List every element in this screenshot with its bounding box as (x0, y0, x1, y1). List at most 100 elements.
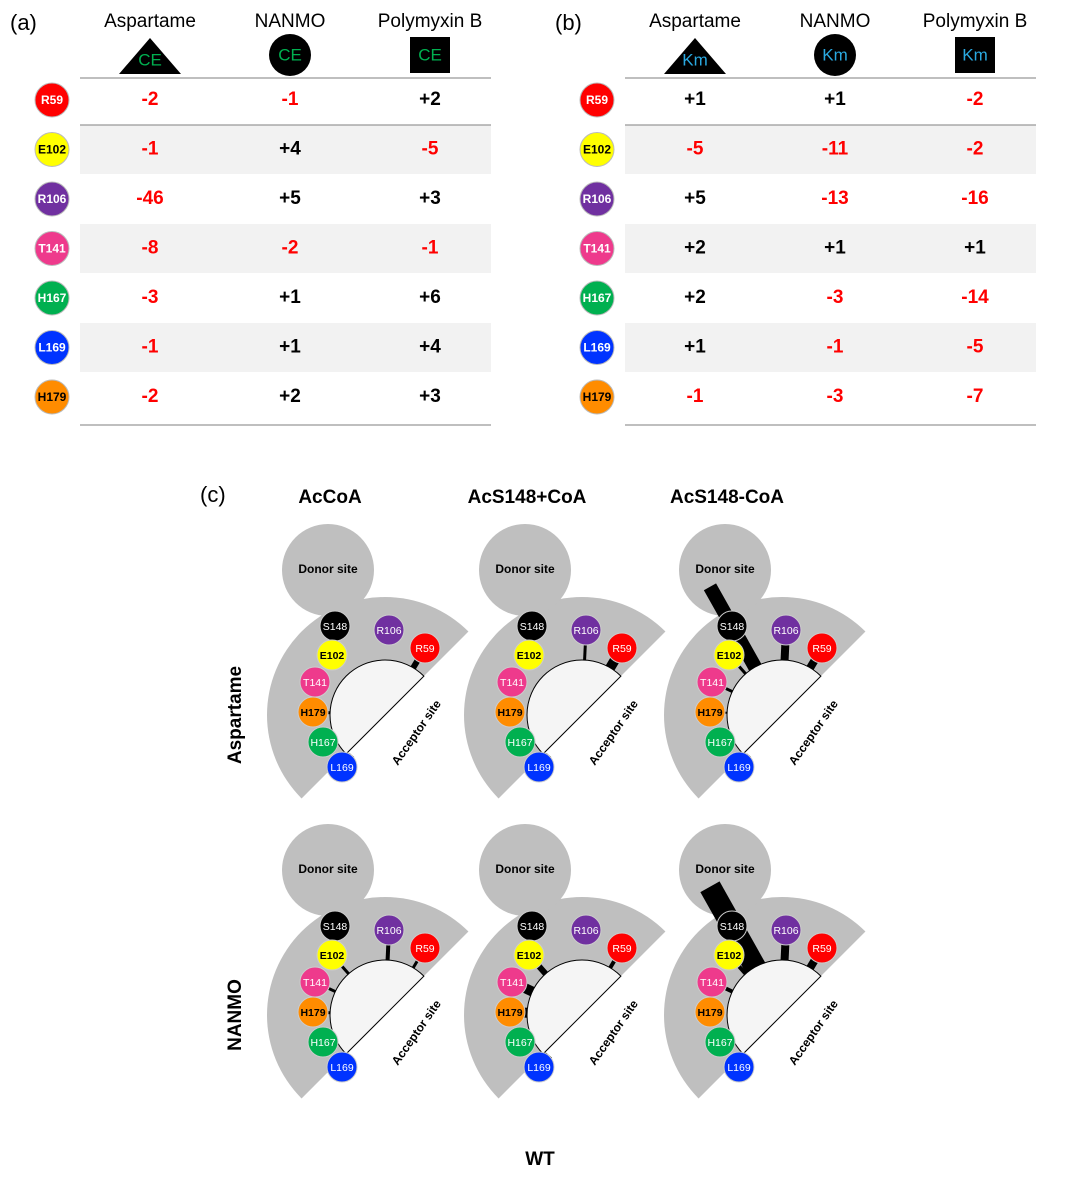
residue-label: S148 (520, 621, 545, 633)
residue-label: T141 (303, 977, 327, 989)
cell-value: +4 (419, 337, 441, 358)
residue-circle (297, 696, 329, 728)
donor-label: Donor site (695, 862, 755, 876)
cell-value: +3 (419, 386, 441, 407)
residue-label: R106 (583, 192, 612, 206)
acceptor-label: Acceptor site (786, 697, 841, 768)
cell-value: -5 (687, 139, 704, 160)
residue-label: R106 (376, 625, 401, 637)
residue-circle (579, 181, 615, 217)
residue-circle (316, 639, 348, 671)
residue-label: R59 (586, 93, 608, 107)
donor-lobe (282, 824, 374, 916)
residue-circle (606, 632, 638, 664)
column-header: Aspartame (104, 11, 196, 32)
cell-value: +4 (279, 139, 301, 160)
residue-circle (34, 82, 70, 118)
footer: WT (525, 1149, 555, 1170)
residue-label: E102 (717, 650, 742, 662)
binding-diagram: Donor site Acceptor site S148 R106 R59 E102 T1… (267, 524, 469, 799)
binding-diagram: Donor site Acceptor site S148 R106 R59 E102 T1… (463, 824, 666, 1099)
cell-value: +1 (824, 89, 846, 110)
donor-lobe (479, 524, 571, 616)
residue-label: H167 (507, 1037, 532, 1049)
icon-symbol: CE (418, 45, 442, 64)
residue-circle (704, 726, 736, 758)
cell-value: +1 (684, 337, 706, 358)
residue-circle (694, 996, 726, 1028)
residue-label: R106 (773, 625, 798, 637)
residue-circle (723, 1051, 755, 1083)
residue-label: E102 (517, 950, 542, 962)
residue-label: T141 (303, 677, 327, 689)
donor-label: Donor site (298, 862, 358, 876)
acceptor-label: Acceptor site (389, 697, 444, 768)
residue-circle (34, 330, 70, 365)
cell-value: -1 (142, 139, 159, 160)
residue-circle (523, 751, 555, 783)
residue-circle (504, 1026, 536, 1058)
residue-circle (326, 751, 358, 783)
cell-value: -11 (822, 139, 849, 160)
column-header: NANMO (255, 11, 326, 32)
column-header: Polymyxin B (378, 11, 483, 32)
residue-circle (297, 996, 329, 1028)
residue-label: E102 (320, 650, 345, 662)
cell-value: -5 (967, 337, 984, 358)
residue-label: L169 (527, 762, 551, 774)
residue-label: H167 (310, 737, 335, 749)
column-title: AcS148+CoA (468, 487, 587, 508)
residue-label: E102 (320, 950, 345, 962)
icon-symbol: CE (138, 50, 162, 69)
residue-label: H179 (300, 1007, 325, 1019)
residue-label: T141 (700, 677, 724, 689)
residue-circle (704, 1026, 736, 1058)
cell-value: +2 (279, 386, 301, 407)
residue-circle (409, 632, 441, 664)
residue-label: R59 (812, 943, 831, 955)
donor-lobe (479, 824, 571, 916)
row-shade (80, 224, 491, 273)
cell-value: -16 (961, 188, 988, 209)
residue-circle (494, 696, 526, 728)
residue-circle (34, 280, 70, 316)
residue-circle (34, 379, 70, 415)
cell-value: -13 (821, 188, 848, 209)
residue-label: R59 (812, 643, 831, 655)
residue-label: T141 (700, 977, 724, 989)
cell-value: -7 (967, 386, 984, 407)
residue-label: H179 (300, 707, 325, 719)
residue-label: R106 (38, 192, 67, 206)
residue-circle (307, 1026, 339, 1058)
residue-circle (34, 132, 70, 167)
residue-label: H179 (697, 707, 722, 719)
residue-circle (570, 914, 602, 946)
residue-label: H179 (497, 1007, 522, 1019)
donor-label: Donor site (695, 562, 755, 576)
residue-circle (579, 330, 615, 365)
residue-circle (373, 914, 405, 946)
residue-label: L169 (330, 762, 354, 774)
residue-label: T141 (583, 242, 611, 256)
cell-value: -1 (827, 337, 844, 358)
cell-value: +5 (279, 188, 301, 209)
residue-label: T141 (500, 977, 524, 989)
residue-label: H167 (707, 1037, 732, 1049)
residue-label: S148 (720, 621, 745, 633)
residue-circle (316, 939, 348, 971)
residue-label: R106 (573, 625, 598, 637)
residue-circle (579, 280, 615, 316)
residue-circle (579, 379, 615, 415)
donor-label: Donor site (298, 562, 358, 576)
cell-value: -2 (142, 89, 159, 110)
row-shade (625, 224, 1036, 273)
residue-label: R59 (41, 93, 63, 107)
residue-circle (494, 996, 526, 1028)
row-shade (80, 323, 491, 372)
residue-circle (770, 914, 802, 946)
icon-circle (269, 34, 311, 76)
residue-label: L169 (330, 1062, 354, 1074)
donor-label: Donor site (495, 862, 555, 876)
cell-value: -1 (282, 89, 299, 110)
residue-circle (570, 614, 602, 646)
